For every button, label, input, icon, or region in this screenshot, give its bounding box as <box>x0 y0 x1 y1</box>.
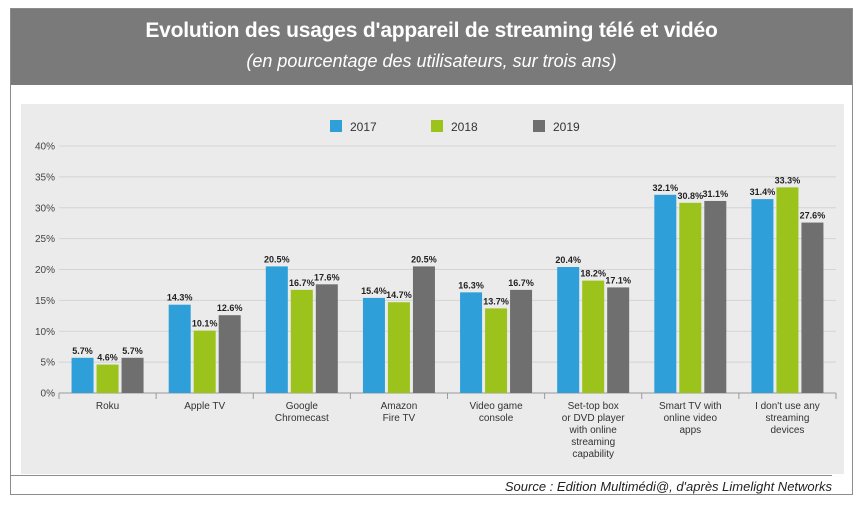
category-label: streaming <box>571 437 615 448</box>
category-label: I don't use any <box>755 401 820 412</box>
data-label: 13.7% <box>483 296 509 306</box>
y-tick-label: 30% <box>35 203 55 214</box>
y-tick-label: 10% <box>35 327 55 338</box>
data-label: 20.5% <box>264 254 290 264</box>
chart-panel: 0% 5% 10% 15% 20% 25% 30% 35% 40% 5.7% 4.6% 5.7% Rok… <box>21 104 844 474</box>
category-label: streaming <box>765 413 809 424</box>
bar <box>290 289 313 393</box>
chart-frame: Evolution des usages d'appareil de strea… <box>10 8 853 495</box>
data-label: 31.1% <box>703 189 729 199</box>
source-note: Source : Edition Multimédi@, d'après Lim… <box>11 475 832 495</box>
data-label: 18.2% <box>580 269 606 279</box>
bar <box>679 202 702 393</box>
bar <box>387 302 410 393</box>
data-label: 10.1% <box>192 319 218 329</box>
bar <box>801 222 824 393</box>
legend-swatch <box>431 120 443 132</box>
bar <box>218 315 241 393</box>
source-origin: Limelight Networks <box>722 479 832 494</box>
bar <box>704 200 727 393</box>
source-prefix: Source : <box>504 479 557 494</box>
data-label: 5.7% <box>72 346 93 356</box>
data-label: 17.6% <box>314 272 340 282</box>
data-label: 27.6% <box>800 211 826 221</box>
data-label: 17.1% <box>605 275 631 285</box>
category-label: online video <box>664 413 718 424</box>
data-label: 16.7% <box>289 278 315 288</box>
source-publisher: Edition Multimédi@ <box>556 479 670 494</box>
legend-label: 2017 <box>350 120 377 134</box>
data-label: 16.7% <box>508 278 534 288</box>
bar <box>654 194 677 393</box>
bar <box>168 304 191 393</box>
bar <box>121 357 144 393</box>
category-label: Roku <box>96 401 119 412</box>
data-label: 32.1% <box>653 183 679 193</box>
data-label: 20.4% <box>555 255 581 265</box>
data-label: 20.5% <box>411 254 437 264</box>
bar-chart: 0% 5% 10% 15% 20% 25% 30% 35% 40% 5.7% 4.6% 5.7% Rok… <box>35 120 837 460</box>
legend-label: 2019 <box>553 120 580 134</box>
bar <box>485 308 508 393</box>
data-label: 33.3% <box>775 175 801 185</box>
bar <box>315 284 338 393</box>
bar <box>776 187 799 393</box>
y-tick-label: 35% <box>35 172 55 183</box>
bar <box>510 289 533 393</box>
category-label: Google <box>286 401 319 412</box>
title-banner: Evolution des usages d'appareil de strea… <box>11 9 852 85</box>
data-label: 14.3% <box>167 293 193 303</box>
category-label: or DVD player <box>562 413 625 424</box>
bar <box>71 357 94 393</box>
category-label: console <box>479 413 514 424</box>
data-label: 30.8% <box>678 191 704 201</box>
source-middle: , d'après <box>669 479 723 494</box>
bar <box>362 297 385 393</box>
category-label: Apple TV <box>184 401 225 412</box>
category-label: apps <box>679 425 701 436</box>
data-label: 12.6% <box>217 303 243 313</box>
bar <box>751 199 774 393</box>
bar <box>582 280 605 393</box>
y-tick-label: 20% <box>35 265 55 276</box>
y-tick-label: 25% <box>35 234 55 245</box>
data-label: 15.4% <box>361 286 387 296</box>
category-label: Smart TV with <box>659 401 722 412</box>
bar <box>460 292 483 393</box>
y-tick-label: 40% <box>35 142 55 153</box>
bar <box>607 287 630 393</box>
legend-label: 2018 <box>451 120 478 134</box>
category-label: Chromecast <box>275 413 329 424</box>
chart-title: Evolution des usages d'appareil de strea… <box>145 19 718 42</box>
data-label: 31.4% <box>750 187 776 197</box>
data-label: 5.7% <box>122 346 143 356</box>
category-label: Amazon <box>381 401 418 412</box>
category-label: with online <box>569 425 618 436</box>
data-label: 16.3% <box>458 280 484 290</box>
chart-subtitle: (en pourcentage des utilisateurs, sur tr… <box>246 51 617 71</box>
y-tick-label: 0% <box>41 389 56 400</box>
data-label: 14.7% <box>386 290 412 300</box>
bar <box>557 267 580 393</box>
y-tick-label: 15% <box>35 296 55 307</box>
bar <box>265 266 288 393</box>
category-label: Video game <box>469 401 523 412</box>
category-label: capability <box>572 449 614 460</box>
data-label: 4.6% <box>97 353 118 363</box>
y-tick-label: 5% <box>41 358 56 369</box>
bar <box>96 364 119 393</box>
category-label: Fire TV <box>383 413 416 424</box>
legend-swatch <box>330 120 342 132</box>
category-label: Set-top box <box>568 401 619 412</box>
legend-swatch <box>533 120 545 132</box>
bar <box>193 330 216 393</box>
bar <box>412 266 435 393</box>
category-label: devices <box>770 425 804 436</box>
